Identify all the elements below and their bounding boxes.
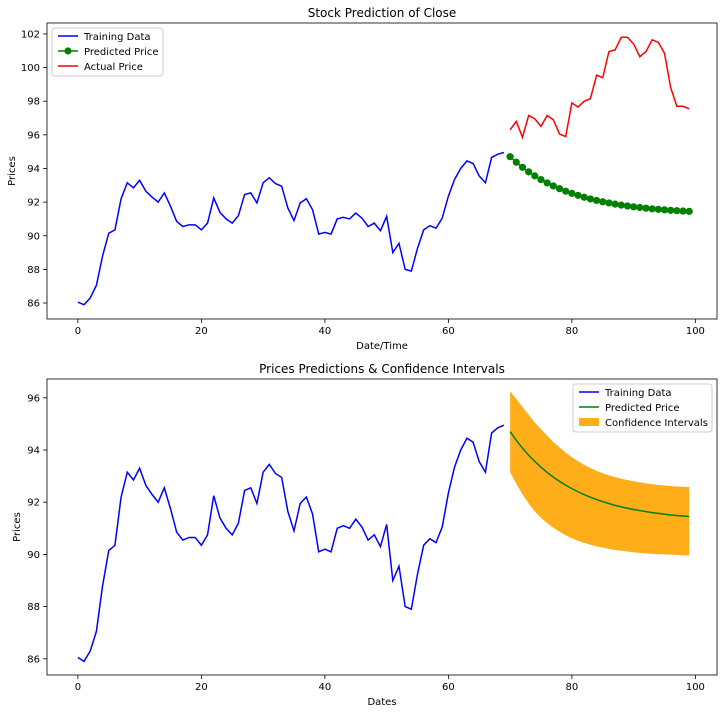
chart-2-x-tick-label-60: 60 [442,682,455,693]
chart-1-predicted-point-80 [568,189,576,197]
chart-2-x-tick-label-0: 0 [75,682,81,693]
chart-1-series-training-line [77,151,505,306]
chart-1-legend: Training Data Predicted Price Actual Pri… [51,27,164,77]
chart-2-title: Prices Predictions & Confidence Interval… [259,362,505,376]
chart-1-predicted-point-73 [525,168,533,176]
chart-2-y-axis-label: Prices [12,512,23,542]
chart-1-predicted-point-92 [642,204,650,212]
chart-2-x-tick-label-20: 20 [195,682,208,693]
chart-1-legend-label-predicted: Predicted Price [84,47,159,58]
chart-1-legend-marker-predicted [64,47,72,55]
chart-2-plot-area: 0 20 40 60 80 100 86 88 90 92 94 96 [27,391,705,693]
confidence-interval-chart: Prices Predictions & Confidence Interval… [12,362,718,708]
chart-1-predicted-point-81 [574,191,582,199]
chart-2-legend-swatch-confidence [579,418,599,426]
chart-2-series-predicted-line [509,431,690,518]
chart-1-predicted-point-89 [623,202,632,210]
chart-1-x-axis-label: Date/Time [356,341,408,352]
chart-1-predicted-point-79 [562,187,570,195]
chart-1-predicted-point-70 [506,153,514,161]
chart-2-x-axis-label: Dates [367,697,396,708]
chart-1-y-tick-label-100: 100 [21,63,40,74]
chart-1-y-tick-label-98: 98 [27,97,40,108]
chart-1-y-tick-label-94: 94 [27,164,40,175]
chart-1-legend-label-actual: Actual Price [84,62,143,73]
chart-1-predicted-point-93 [648,205,656,213]
chart-1-legend-label-training: Training Data [83,32,151,43]
chart-1-x-tick-label-100: 100 [686,326,705,337]
chart-1-x-tick-label-80: 80 [566,326,579,337]
chart-1-predicted-point-77 [549,182,557,190]
chart-2-y-tick-label-96: 96 [27,393,40,404]
chart-1-x-tick-label-40: 40 [319,326,332,337]
chart-2-y-tick-label-86: 86 [27,654,40,665]
chart-2-y-tick-label-88: 88 [27,602,40,613]
chart-1-plot-frame [46,22,718,320]
chart-1-predicted-point-90 [630,203,638,211]
chart-2-legend-label-training: Training Data [604,388,672,399]
chart-1-legend-box [51,27,164,77]
chart-2-legend: Training Data Predicted Price Confidence… [572,383,713,433]
chart-2-legend-label-predicted: Predicted Price [605,403,680,414]
chart-1-y-tick-label-96: 96 [27,130,40,141]
chart-1-y-tick-label-92: 92 [27,198,40,209]
chart-2-y-tick-label-94: 94 [27,445,40,456]
chart-2-legend-box [572,383,713,433]
chart-1-predicted-point-85 [599,198,607,206]
chart-2-x-tick-label-80: 80 [566,682,579,693]
chart-2-series-training-line [77,424,505,663]
chart-1-y-tick-label-102: 102 [21,29,40,40]
chart-2-x-tick-label-100: 100 [686,682,705,693]
chart-1-plot-area: 0 20 40 60 80 100 86 88 90 92 94 96 98 100 102 [21,29,705,337]
chart-1-predicted-point-74 [531,172,539,180]
chart-1-x-tick-label-20: 20 [195,326,208,337]
chart-1-y-axis-label: Prices [7,156,18,186]
chart-1-predicted-point-75 [537,175,545,184]
chart-1-predicted-point-76 [543,179,551,187]
chart-1-predicted-point-88 [617,201,625,209]
chart-1-predicted-point-72 [518,163,527,171]
chart-1-predicted-point-98 [679,207,687,215]
chart-1-y-tick-label-88: 88 [27,265,40,276]
chart-2-y-tick-label-90: 90 [27,550,40,561]
chart-2-confidence-band [510,391,690,556]
chart-1-predicted-point-82 [580,193,588,201]
chart-1-predicted-point-95 [660,206,669,214]
chart-1-predicted-point-99 [685,207,693,215]
chart-1-predicted-point-71 [512,158,520,166]
chart-2-x-tick-label-40: 40 [319,682,332,693]
chart-2-y-tick-label-92: 92 [27,498,40,509]
stock-prediction-chart: Stock Prediction of Close 0 20 40 60 80 100 86… [7,6,718,352]
chart-2-legend-label-confidence: Confidence Intervals [605,418,708,429]
chart-1-predicted-point-87 [611,200,619,208]
chart-1-y-tick-label-86: 86 [27,299,40,310]
chart-1-x-tick-label-60: 60 [442,326,455,337]
chart-1-predicted-point-83 [586,195,595,203]
chart-1-predicted-point-86 [605,199,613,207]
chart-1-predicted-point-84 [592,196,601,205]
chart-1-x-tick-label-0: 0 [75,326,81,337]
chart-1-title: Stock Prediction of Close [308,6,457,20]
chart-2-plot-frame [46,378,718,676]
chart-1-predicted-point-96 [667,206,675,214]
chart-1-y-tick-label-90: 90 [27,231,40,242]
chart-1-predicted-point-91 [636,203,644,212]
chart-1-series-actual-line [509,36,690,140]
chart-1-predicted-point-97 [673,207,681,215]
chart-1-predicted-point-78 [555,185,564,193]
chart-1-predicted-point-94 [654,205,662,213]
